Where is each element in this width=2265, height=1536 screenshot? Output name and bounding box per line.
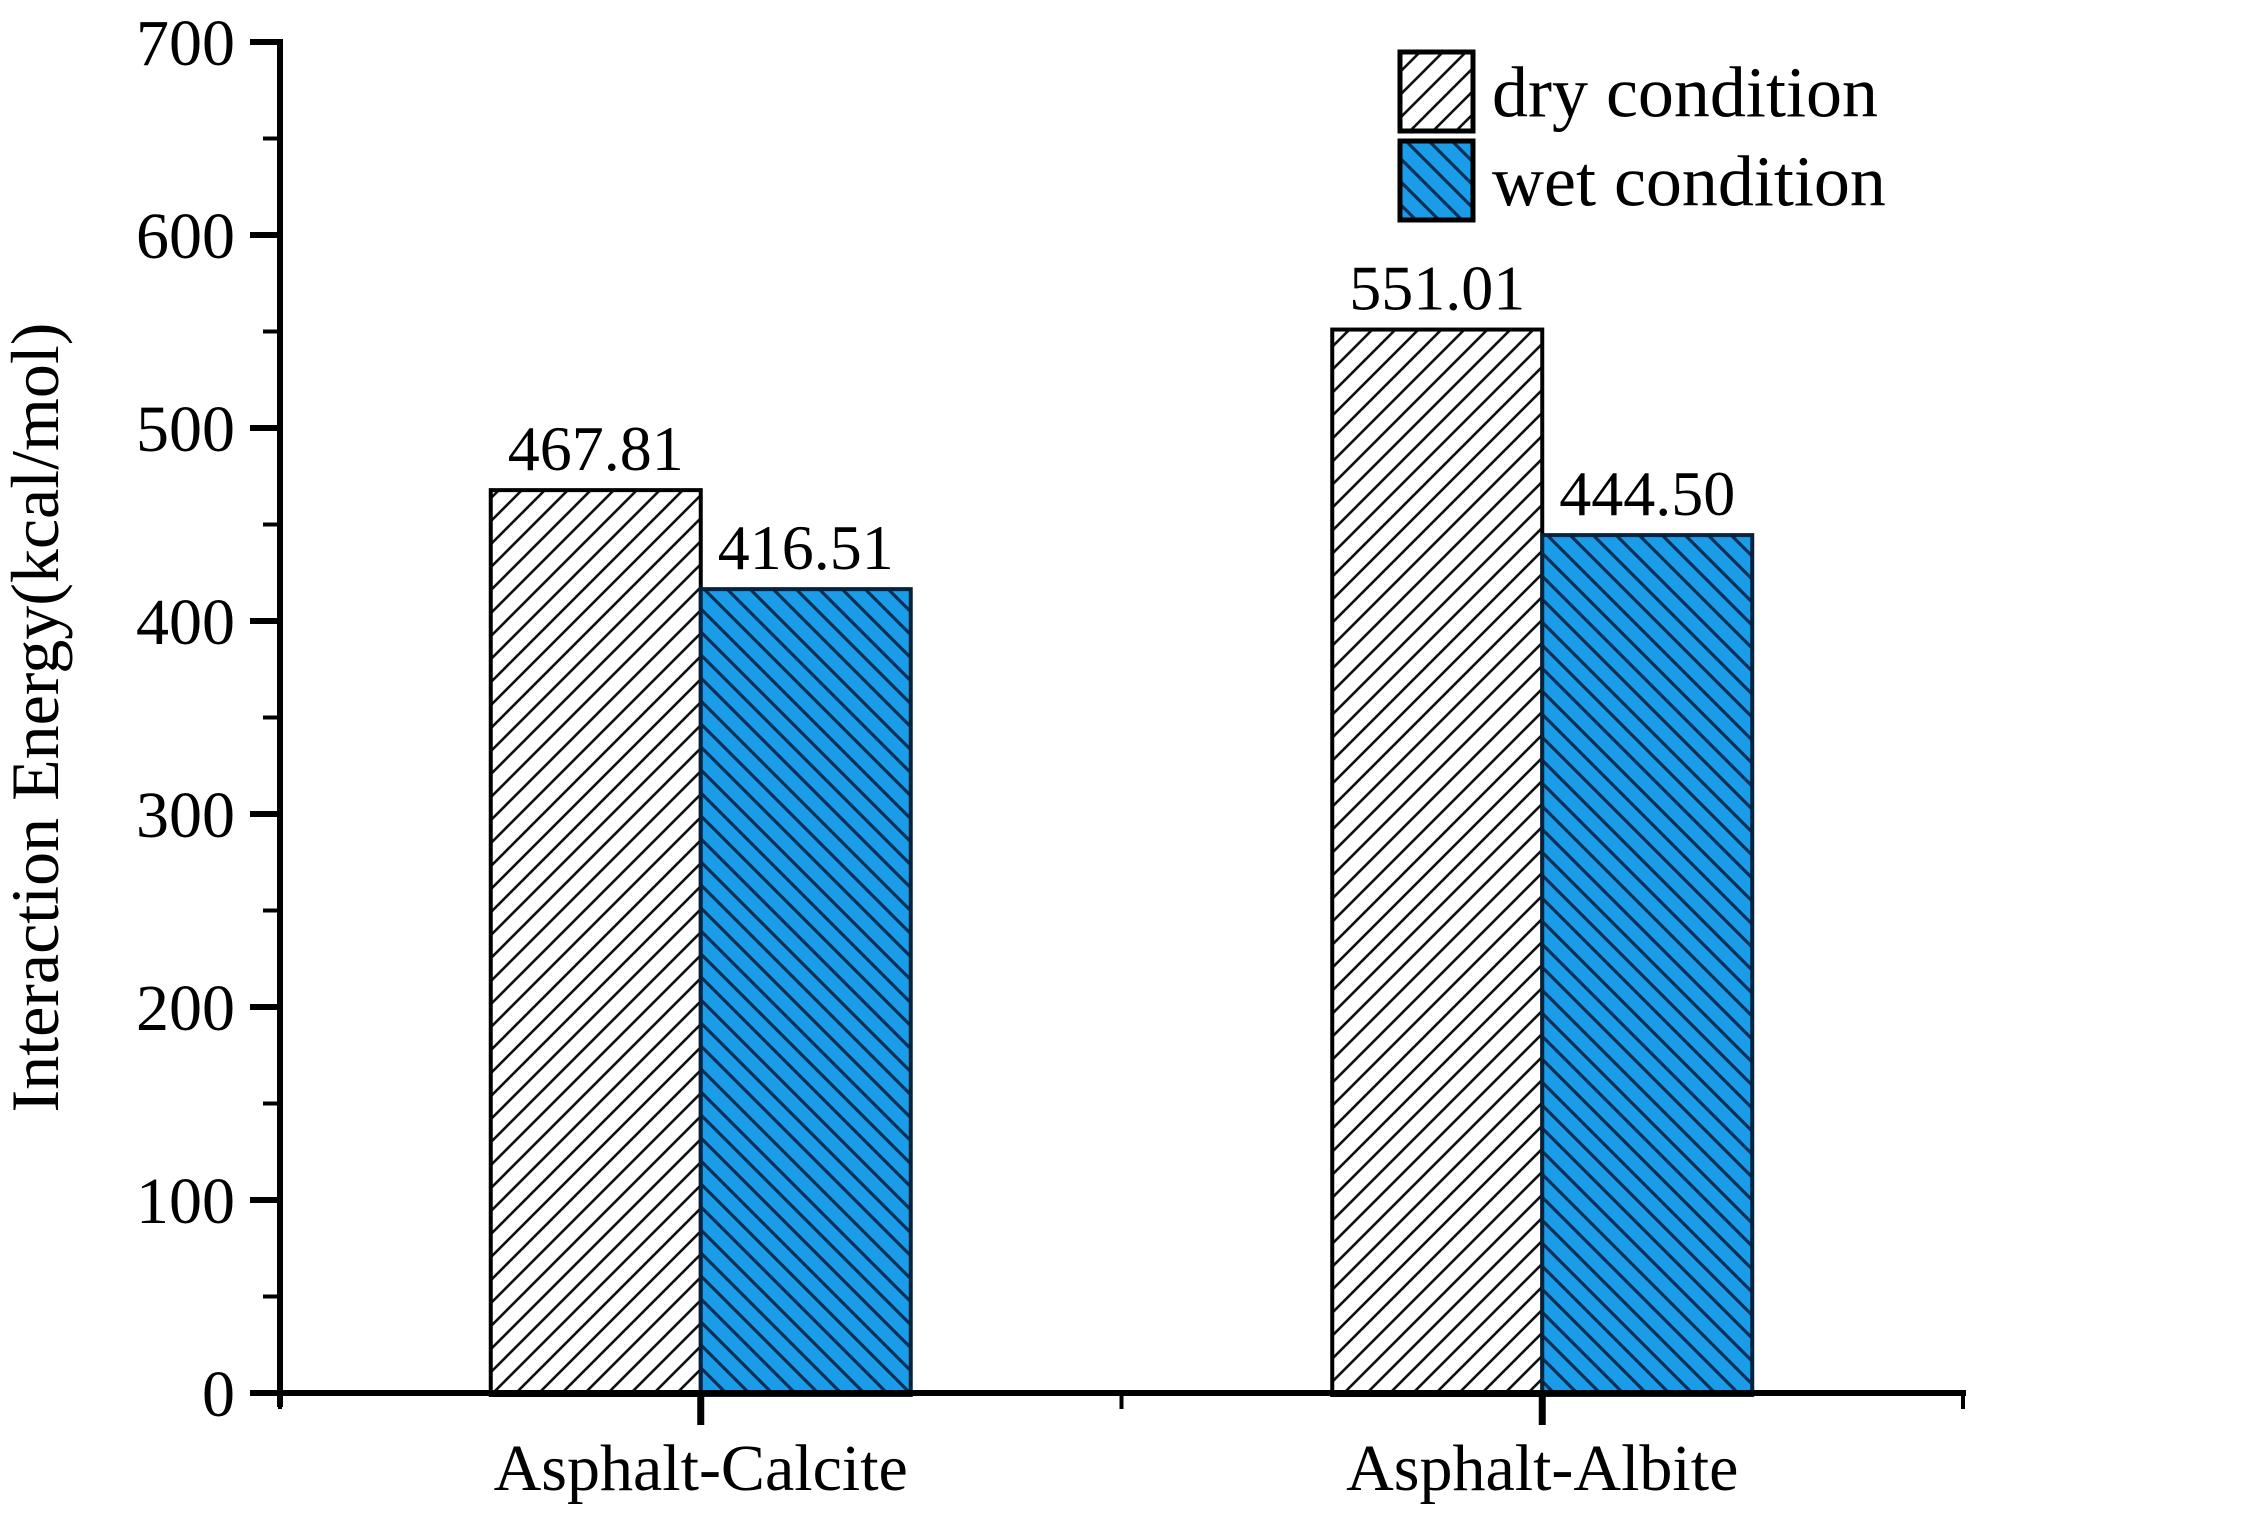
x-category-label: Asphalt-Calcite bbox=[494, 1432, 908, 1505]
legend-label-dry: dry condition bbox=[1492, 53, 1878, 133]
y-tick-label: 700 bbox=[136, 7, 235, 80]
y-tick-label: 0 bbox=[202, 1358, 235, 1431]
value-label: 467.81 bbox=[508, 413, 684, 484]
axes-group bbox=[250, 39, 1966, 1425]
legend-swatch-wet bbox=[1397, 138, 1476, 223]
y-tick-label: 400 bbox=[136, 586, 235, 659]
y-tick-label: 300 bbox=[136, 779, 235, 852]
x-category-label: Asphalt-Albite bbox=[1346, 1432, 1738, 1505]
y-tick-label: 100 bbox=[136, 1165, 235, 1238]
y-tick-label: 600 bbox=[136, 200, 235, 273]
legend-group: dry condition wet condition bbox=[1397, 49, 1886, 223]
bar-wet-asphalt-albite bbox=[1540, 533, 1755, 1397]
y-tick-label: 500 bbox=[136, 393, 235, 466]
value-label: 416.51 bbox=[718, 512, 894, 583]
bar-dry-asphalt-albite bbox=[1330, 327, 1545, 1398]
legend-label-wet: wet condition bbox=[1492, 142, 1886, 222]
value-label: 551.01 bbox=[1349, 253, 1525, 324]
y-tick-label: 200 bbox=[136, 972, 235, 1045]
bar-wet-asphalt-calcite bbox=[698, 587, 913, 1397]
value-label: 444.50 bbox=[1559, 458, 1735, 529]
bar-dry-asphalt-calcite bbox=[488, 488, 703, 1397]
legend-swatch-dry bbox=[1397, 49, 1476, 134]
y-axis-title: Interaction Energy(kcal/mol) bbox=[0, 323, 73, 1113]
labels-group: 467.81 551.01 416.51 444.50 0 100 200 300 400 500… bbox=[0, 7, 1738, 1505]
bars-group bbox=[488, 327, 1755, 1398]
